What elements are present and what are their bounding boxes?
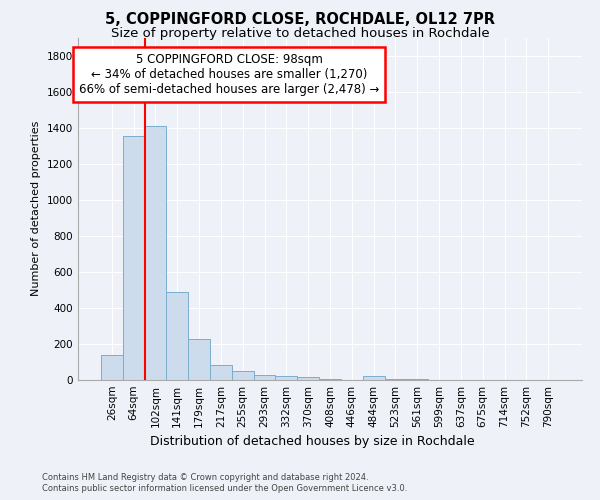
Bar [297,378,319,380]
Bar [123,136,145,380]
Bar [188,338,210,380]
Text: 5, COPPINGFORD CLOSE, ROCHDALE, OL12 7PR: 5, COPPINGFORD CLOSE, ROCHDALE, OL12 7PR [105,12,495,28]
Text: Contains public sector information licensed under the Open Government Licence v3: Contains public sector information licen… [42,484,407,493]
Bar [145,126,166,380]
Bar [101,355,123,380]
Y-axis label: Number of detached properties: Number of detached properties [31,121,41,296]
Bar [232,372,254,380]
Text: 5 COPPINGFORD CLOSE: 98sqm
← 34% of detached houses are smaller (1,270)
66% of s: 5 COPPINGFORD CLOSE: 98sqm ← 34% of deta… [79,53,379,96]
Text: Contains HM Land Registry data © Crown copyright and database right 2024.: Contains HM Land Registry data © Crown c… [42,472,368,482]
Bar [210,364,232,380]
Bar [166,292,188,380]
Bar [363,376,385,380]
Bar [254,376,275,380]
Bar [275,376,297,380]
Text: Size of property relative to detached houses in Rochdale: Size of property relative to detached ho… [110,28,490,40]
Text: Distribution of detached houses by size in Rochdale: Distribution of detached houses by size … [149,435,475,448]
